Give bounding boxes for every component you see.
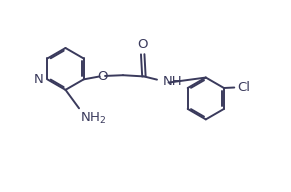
Text: NH$_2$: NH$_2$ (80, 111, 107, 126)
Text: Cl: Cl (237, 81, 250, 94)
Text: N: N (34, 73, 43, 86)
Text: O: O (138, 38, 148, 51)
Text: NH: NH (162, 75, 182, 88)
Text: O: O (97, 70, 107, 83)
